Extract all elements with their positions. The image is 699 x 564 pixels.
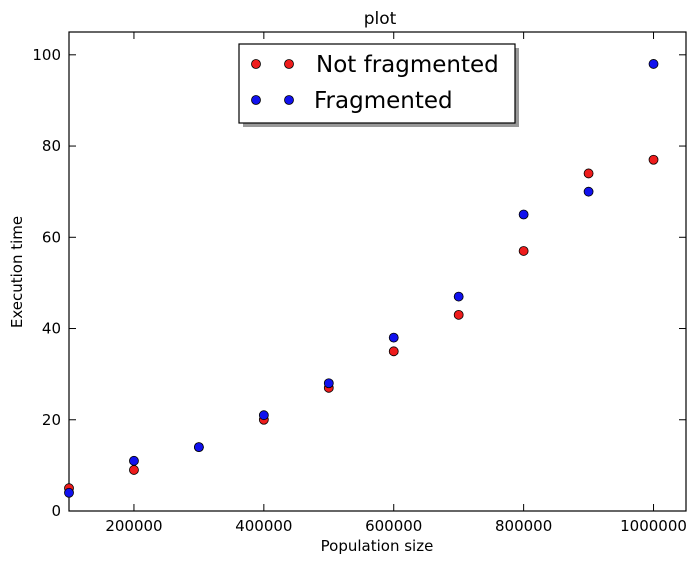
not-fragmented-point (648, 154, 659, 165)
y-tick-label: 0 (51, 502, 61, 520)
x-tick-label: 800000 (495, 517, 552, 535)
legend-marker (251, 59, 261, 69)
legend-marker (251, 95, 261, 105)
x-tick-label: 200000 (105, 517, 162, 535)
x-axis-label: Population size (321, 537, 434, 555)
y-tick-label: 20 (42, 411, 61, 429)
legend-label-fragmented: Fragmented (314, 88, 453, 114)
y-tick-label: 80 (42, 137, 61, 155)
data-points (64, 59, 659, 498)
fragmented-point (453, 291, 464, 302)
not-fragmented-point (518, 246, 529, 256)
fragmented-point (64, 487, 74, 498)
axis-ticks: 200000 400000 600000 800000 1000000 0 20 40 60 80… (32, 32, 687, 535)
x-tick-label: 400000 (235, 517, 292, 535)
legend: Not fragmented Fragmented (238, 43, 519, 127)
legend-box (238, 43, 516, 124)
not-fragmented-point (388, 346, 399, 357)
fragmented-point (583, 186, 594, 197)
legend-label-not-fragmented: Not fragmented (316, 52, 499, 78)
y-tick-label: 100 (32, 46, 61, 64)
chart-title: plot (364, 9, 397, 29)
fragmented-point (648, 59, 659, 69)
fragmented-point (258, 410, 269, 421)
not-fragmented-point (129, 465, 139, 475)
plot-frame (68, 31, 687, 512)
y-tick-label: 60 (42, 228, 61, 246)
not-fragmented-point (453, 309, 464, 320)
fragmented-point (518, 209, 529, 220)
fragmented-point (193, 442, 204, 453)
legend-marker (284, 59, 294, 69)
x-tick-label: 600000 (365, 517, 422, 535)
fragmented-point (129, 455, 139, 466)
not-fragmented-point (583, 168, 594, 179)
fragmented-point (388, 332, 399, 343)
fragmented-point (323, 378, 334, 389)
legend-marker (284, 95, 294, 105)
x-tick-label: 1000000 (620, 517, 687, 535)
y-axis-label: Execution time (8, 216, 26, 328)
y-tick-label: 40 (42, 320, 61, 338)
